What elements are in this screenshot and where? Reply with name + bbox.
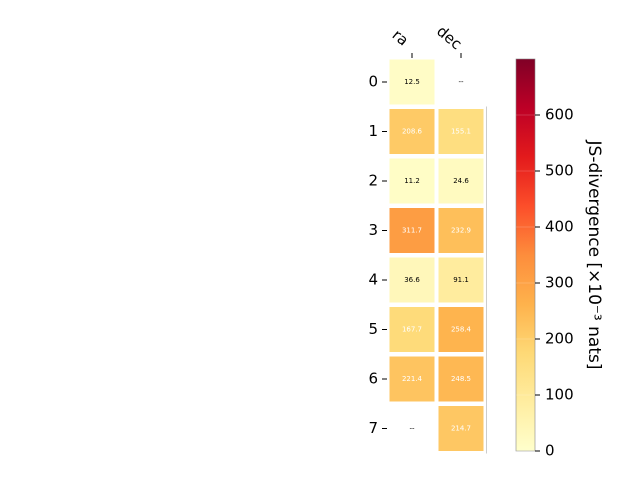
- heatmap-cell: [437, 207, 485, 254]
- cell-value-label: 24.6: [453, 177, 469, 185]
- heatmap-cell: [437, 355, 485, 403]
- cell-value-label: 167.7: [402, 326, 422, 334]
- cell-value-label: --: [409, 425, 415, 433]
- colorbar-title: JS-divergence [×10⁻³ nats]: [584, 140, 604, 370]
- colorbar-tick-label: 100: [545, 386, 574, 404]
- heatmap-cell: [437, 157, 485, 205]
- heatmap-cell: [388, 157, 436, 205]
- heatmap-cell: [437, 306, 485, 353]
- row-axis: 0 1 2 3 4 5 6 7: [368, 73, 387, 437]
- heatmap-cell: [388, 256, 436, 304]
- cell-value-label: 12.5: [404, 78, 420, 86]
- column-axis: ra dec: [389, 22, 465, 58]
- colorbar-tick-label: 200: [545, 330, 574, 348]
- colorbar-tick-label: 400: [545, 218, 574, 236]
- row-tick-label: 6: [368, 370, 378, 388]
- cell-value-label: 214.7: [451, 425, 471, 433]
- heatmap-cell: [388, 355, 436, 403]
- colorbar-tick-label: 500: [545, 162, 574, 180]
- heatmap-cell: [388, 58, 436, 106]
- row-tick-label: 1: [368, 122, 378, 140]
- cell-value-label: 311.7: [402, 227, 422, 235]
- row-tick-label: 3: [368, 221, 378, 239]
- cell-value-label: --: [458, 78, 464, 86]
- row-tick-label: 2: [368, 172, 378, 190]
- row-tick-label: 7: [368, 419, 378, 437]
- cell-value-label: 11.2: [404, 177, 420, 185]
- cell-value-label: 91.1: [453, 276, 469, 284]
- cell-value-label: 221.4: [402, 375, 423, 383]
- colorbar-tick-label: 0: [545, 442, 555, 460]
- colorbar-gradient: [515, 58, 536, 452]
- heatmap-cell: [437, 405, 485, 452]
- column-tick-label: ra: [389, 26, 412, 50]
- cell-value-label: 258.4: [451, 326, 472, 334]
- colorbar-tick-label: 300: [545, 274, 574, 292]
- heatmap-cell: [437, 256, 485, 304]
- row-tick-label: 0: [368, 73, 378, 91]
- colorbar: 0 100 200 300 400 500 600: [515, 58, 574, 460]
- row-tick-label: 5: [368, 320, 378, 338]
- heatmap-cell: [388, 207, 436, 254]
- row-tick-label: 4: [368, 271, 378, 289]
- cell-value-label: 248.5: [451, 375, 471, 383]
- heatmap-cell: [388, 108, 436, 155]
- heatmap-cells: 12.5 -- 208.6 155.1 11.2 24.6 311.7 232.9 36.6 91…: [388, 58, 487, 454]
- colorbar-tick-label: 600: [545, 106, 574, 124]
- cell-value-label: 155.1: [451, 128, 471, 136]
- column-tick-label: dec: [433, 22, 465, 53]
- cell-value-label: 208.6: [402, 128, 423, 136]
- heatmap-cell: [388, 306, 436, 353]
- cell-value-label: 232.9: [451, 227, 471, 235]
- cell-value-label: 36.6: [404, 276, 420, 284]
- heatmap-cell: [437, 108, 485, 155]
